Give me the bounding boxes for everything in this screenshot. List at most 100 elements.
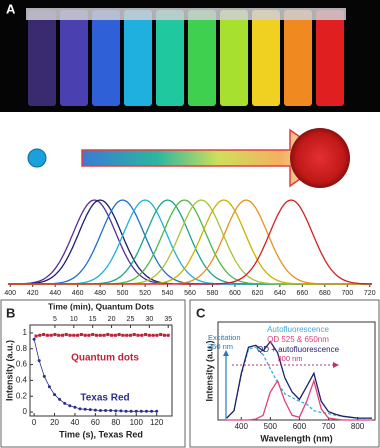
marker [88,408,92,412]
legend-entry: QD + autofluorescence [257,345,340,354]
panel-frame [189,299,380,448]
legend-entry: QD 525 & 650nm [267,335,329,344]
marker [53,332,57,336]
x-tick-label: 600 [229,290,241,297]
marker [98,408,102,412]
marker [109,408,113,412]
marker [121,333,125,337]
x-tick-label: 400 [4,290,16,297]
x-tick-label: 700 [322,422,336,431]
x-tick-label: 480 [94,290,106,297]
x-tick-label: 400 [235,422,249,431]
x-tick-label: 560 [184,290,196,297]
panel-label: B [6,305,15,320]
marker [58,397,62,401]
marker [47,385,51,389]
marker [45,333,49,337]
x2-tick-label: 30 [145,316,153,323]
x-tick-label: 660 [297,290,309,297]
marker [38,333,42,337]
y-axis-label: Intensity (a.u.) [4,340,14,401]
marker [60,333,64,337]
spectrum-curve [8,199,372,285]
legend-entry: Autofluorescence [267,325,329,334]
x-tick-label: 600 [293,422,307,431]
x2-axis-label: Time (min), Quantum Dots [48,301,154,311]
spectrum-curve [8,199,372,285]
marker [42,374,46,378]
x-tick-label: 520 [139,290,151,297]
marker [76,333,80,337]
x-axis-label: Time (s), Texas Red [59,429,143,439]
marker [166,333,170,337]
vials [26,8,346,106]
x-tick-label: 800 [351,422,365,431]
marker [128,333,132,337]
arrow-head [333,362,339,368]
spectrum-curve [8,199,372,285]
marker [83,333,87,337]
annotation: 350 nm [208,342,233,351]
marker [53,393,57,397]
marker [140,333,144,337]
x-tick-label: 0 [32,418,37,427]
marker [147,333,151,337]
marker [155,333,159,337]
spectrum-curve [8,199,372,285]
x-tick-label: 720 [364,290,376,297]
x2-tick-label: 15 [89,316,97,323]
spectrum-curve [8,199,372,285]
x2-tick-label: 25 [127,316,135,323]
marker [124,409,128,413]
y-tick-label: 0.4 [16,376,28,385]
marker [136,333,140,337]
marker [114,409,118,413]
marker [57,333,61,337]
x-tick-label: 440 [49,290,61,297]
series-line [226,340,373,419]
x-tick-label: 80 [111,418,120,427]
series-line [226,378,373,421]
marker [134,409,138,413]
marker [110,333,114,337]
panel-label: C [196,305,206,320]
x-tick-label: 120 [150,418,164,427]
x2-tick-label: 20 [108,316,116,323]
y-tick-label: 1 [23,328,28,337]
annotation: 300 nm [277,354,302,363]
x2-tick-label: 10 [70,316,78,323]
x2-tick-label: 5 [53,316,57,323]
series-label: Quantum dots [71,353,139,364]
x-tick-label: 680 [319,290,331,297]
y-axis-label: Intensity (a.u.) [204,340,214,401]
marker [113,333,117,337]
marker [139,409,143,413]
spectrum-curve [8,199,372,285]
marker [106,332,110,336]
large-dot [290,128,350,188]
marker [144,409,148,413]
x-axis-label: Wavelength (nm) [260,433,332,443]
marker [102,333,106,337]
marker [125,333,129,337]
x-tick-label: 640 [274,290,286,297]
plot-area [217,321,376,421]
marker [63,401,67,405]
x-tick-label: 100 [130,418,144,427]
marker [91,332,95,336]
marker [150,409,154,413]
marker [79,332,83,336]
y-tick-label: 0 [23,407,28,416]
marker [42,332,46,336]
marker [94,333,98,337]
x-tick-label: 20 [50,418,59,427]
x-tick-label: 700 [341,290,353,297]
marker [117,332,121,336]
small-dot [27,148,47,168]
x-tick-label: 500 [264,422,278,431]
marker [151,333,155,337]
marker [37,359,41,363]
series-label: Texas Red [80,393,129,404]
marker [159,332,163,336]
